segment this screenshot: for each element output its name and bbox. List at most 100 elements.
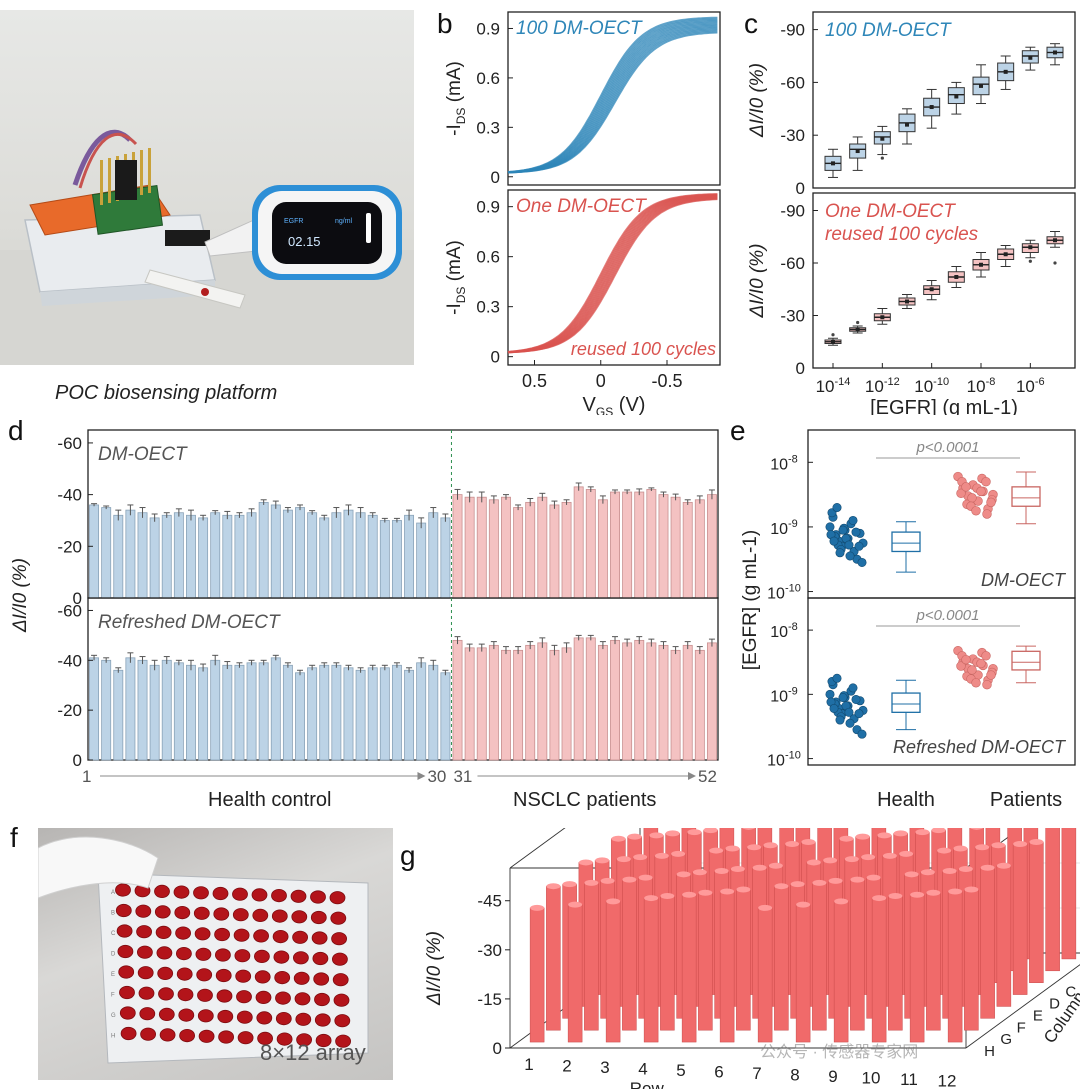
plot-frame <box>812 11 1076 189</box>
sample-bar <box>89 504 100 599</box>
sample-bar <box>416 522 427 599</box>
sample-bar <box>391 520 402 599</box>
sample-bar <box>440 672 451 761</box>
array-well <box>329 891 346 905</box>
array-well <box>212 886 229 901</box>
sample-bar <box>210 512 221 599</box>
gloved-hand <box>38 836 159 899</box>
row-tick-label: 10 <box>862 1069 881 1088</box>
array-bar-top <box>855 833 870 840</box>
patient-point <box>981 476 991 487</box>
array-well <box>313 972 330 986</box>
sample-bar <box>634 491 645 599</box>
z-tick-label: -15 <box>477 990 502 1009</box>
array-well <box>193 886 209 900</box>
transfer-curve <box>507 16 718 173</box>
patient-point <box>971 506 981 516</box>
z-axis-label: ΔI/I0 (%) <box>424 931 445 1006</box>
row-tick-label: 12 <box>938 1072 957 1089</box>
y-tick-label: -40 <box>57 486 82 505</box>
array-well <box>275 1012 292 1026</box>
watermark: 公众号 · 传感器专家网 <box>760 1044 919 1061</box>
row-tick-label: 3 <box>600 1058 609 1077</box>
sample-bar <box>622 491 633 599</box>
array-bar-top <box>882 852 897 859</box>
y-tick-label: 0.3 <box>476 118 500 137</box>
array-bar-top <box>1029 838 1044 845</box>
array-bar-top <box>877 832 892 839</box>
sample-bar <box>319 517 330 599</box>
sample-bar <box>585 637 596 761</box>
array-bar-top <box>606 898 621 905</box>
chart-c-plots: 0 -30 -60 -90 ΔI/I0 (%) 100 DM-OECT 0 -30 -60 -90… <box>747 11 1076 415</box>
y-axis-label: ΔI/I0 (%) <box>10 558 31 633</box>
y-axis-label: -IDS (mA) <box>444 240 468 315</box>
sample-bar <box>537 496 548 599</box>
array-well <box>272 930 289 944</box>
array-bar-top <box>649 832 664 839</box>
y-tick-label: 0 <box>73 589 82 608</box>
array-bar <box>850 879 865 1031</box>
array-well <box>292 951 309 965</box>
array-bar-top <box>611 835 626 842</box>
array-well <box>274 971 291 985</box>
array-bar-top <box>644 895 659 902</box>
column-tick-label: D <box>1049 996 1060 1013</box>
black-cable-plug <box>165 230 210 246</box>
array-well <box>156 946 173 960</box>
sample-bar <box>113 514 124 599</box>
array-well <box>271 888 287 903</box>
sample-bar <box>597 644 608 761</box>
sample-bar <box>464 496 475 599</box>
array-wells: A B C D E F G H <box>111 883 352 1048</box>
patient-point <box>956 488 966 499</box>
sample-bar <box>646 642 657 761</box>
array-well <box>154 884 170 899</box>
array-well <box>273 950 290 964</box>
black-connector <box>115 160 137 200</box>
box-outlier <box>831 333 835 337</box>
wire-red <box>78 132 138 189</box>
array-well <box>213 907 230 921</box>
array-bar <box>980 867 995 1019</box>
array-bar-top <box>768 862 783 869</box>
y-tick-label: 0 <box>491 348 500 367</box>
array-bar-top <box>616 856 631 863</box>
array-bar-top <box>785 841 800 848</box>
sample-bar <box>682 644 693 761</box>
array-well <box>175 947 192 961</box>
box-mean <box>855 149 860 154</box>
reader-label: EGFR <box>284 218 303 225</box>
x-tick-label: 0 <box>596 371 606 391</box>
y-tick-label: 0 <box>73 751 82 770</box>
array-bar-top <box>747 844 762 851</box>
sample-bar <box>246 662 257 761</box>
array-well <box>236 1010 253 1024</box>
caption-f: 8×12 array <box>260 1040 366 1065</box>
array-well <box>119 985 135 1000</box>
sample-bar <box>295 507 305 599</box>
y-tick-label: 0.6 <box>476 248 500 267</box>
sample-bar <box>585 489 596 599</box>
transfer-curve <box>507 29 718 174</box>
patient-point <box>967 493 977 503</box>
x-arrowhead <box>417 772 426 780</box>
y-tick-label: 10-9 <box>770 518 798 538</box>
array-well <box>332 973 349 987</box>
patient-point <box>976 658 986 669</box>
array-well <box>214 927 231 942</box>
y-axis-label: ΔI/I0 (%) <box>747 63 768 138</box>
array-well <box>174 906 191 920</box>
array-well <box>215 968 232 983</box>
array-well <box>173 885 190 899</box>
array-well <box>331 932 348 946</box>
sample-bar <box>488 499 499 599</box>
sample-bar <box>137 659 148 761</box>
panel-letter-c: c <box>744 8 758 39</box>
health-point <box>845 551 855 561</box>
array-bar <box>605 901 621 1043</box>
sample-bar <box>694 499 705 599</box>
health-box <box>891 692 921 713</box>
array-well <box>137 945 153 959</box>
array-bar <box>1045 828 1060 972</box>
